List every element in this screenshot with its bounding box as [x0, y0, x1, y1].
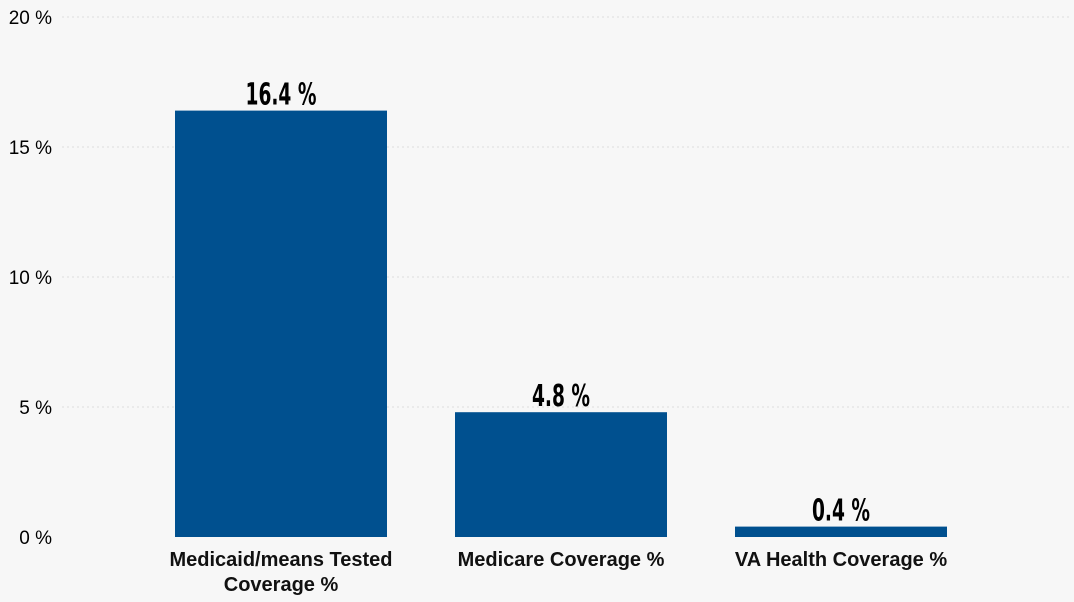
x-tick-label: Medicare Coverage %	[458, 549, 665, 571]
bar	[735, 526, 947, 537]
x-tick-label: Coverage %	[224, 574, 339, 596]
x-axis-ticks: Medicaid/means Tested Coverage % Medicare …	[169, 549, 947, 596]
data-label: 16.4 %	[246, 77, 317, 112]
bar	[175, 110, 387, 537]
bar	[455, 412, 667, 537]
bars	[175, 110, 947, 537]
y-tick-label: 20 %	[9, 8, 52, 29]
data-label: 4.8 %	[532, 379, 590, 414]
y-tick-label: 10 %	[9, 268, 52, 289]
y-tick-label: 0 %	[19, 528, 52, 549]
y-tick-label: 5 %	[19, 398, 52, 419]
x-tick-label: Medicaid/means Tested	[169, 549, 392, 571]
data-labels: 16.4 % 4.8 % 0.4 %	[246, 77, 870, 528]
y-axis-ticks: 0 % 5 % 10 % 15 % 20 %	[9, 8, 52, 549]
y-tick-label: 15 %	[9, 138, 52, 159]
gridlines	[62, 16, 1070, 408]
data-label: 0.4 %	[812, 493, 870, 528]
x-tick-label: VA Health Coverage %	[735, 549, 948, 571]
